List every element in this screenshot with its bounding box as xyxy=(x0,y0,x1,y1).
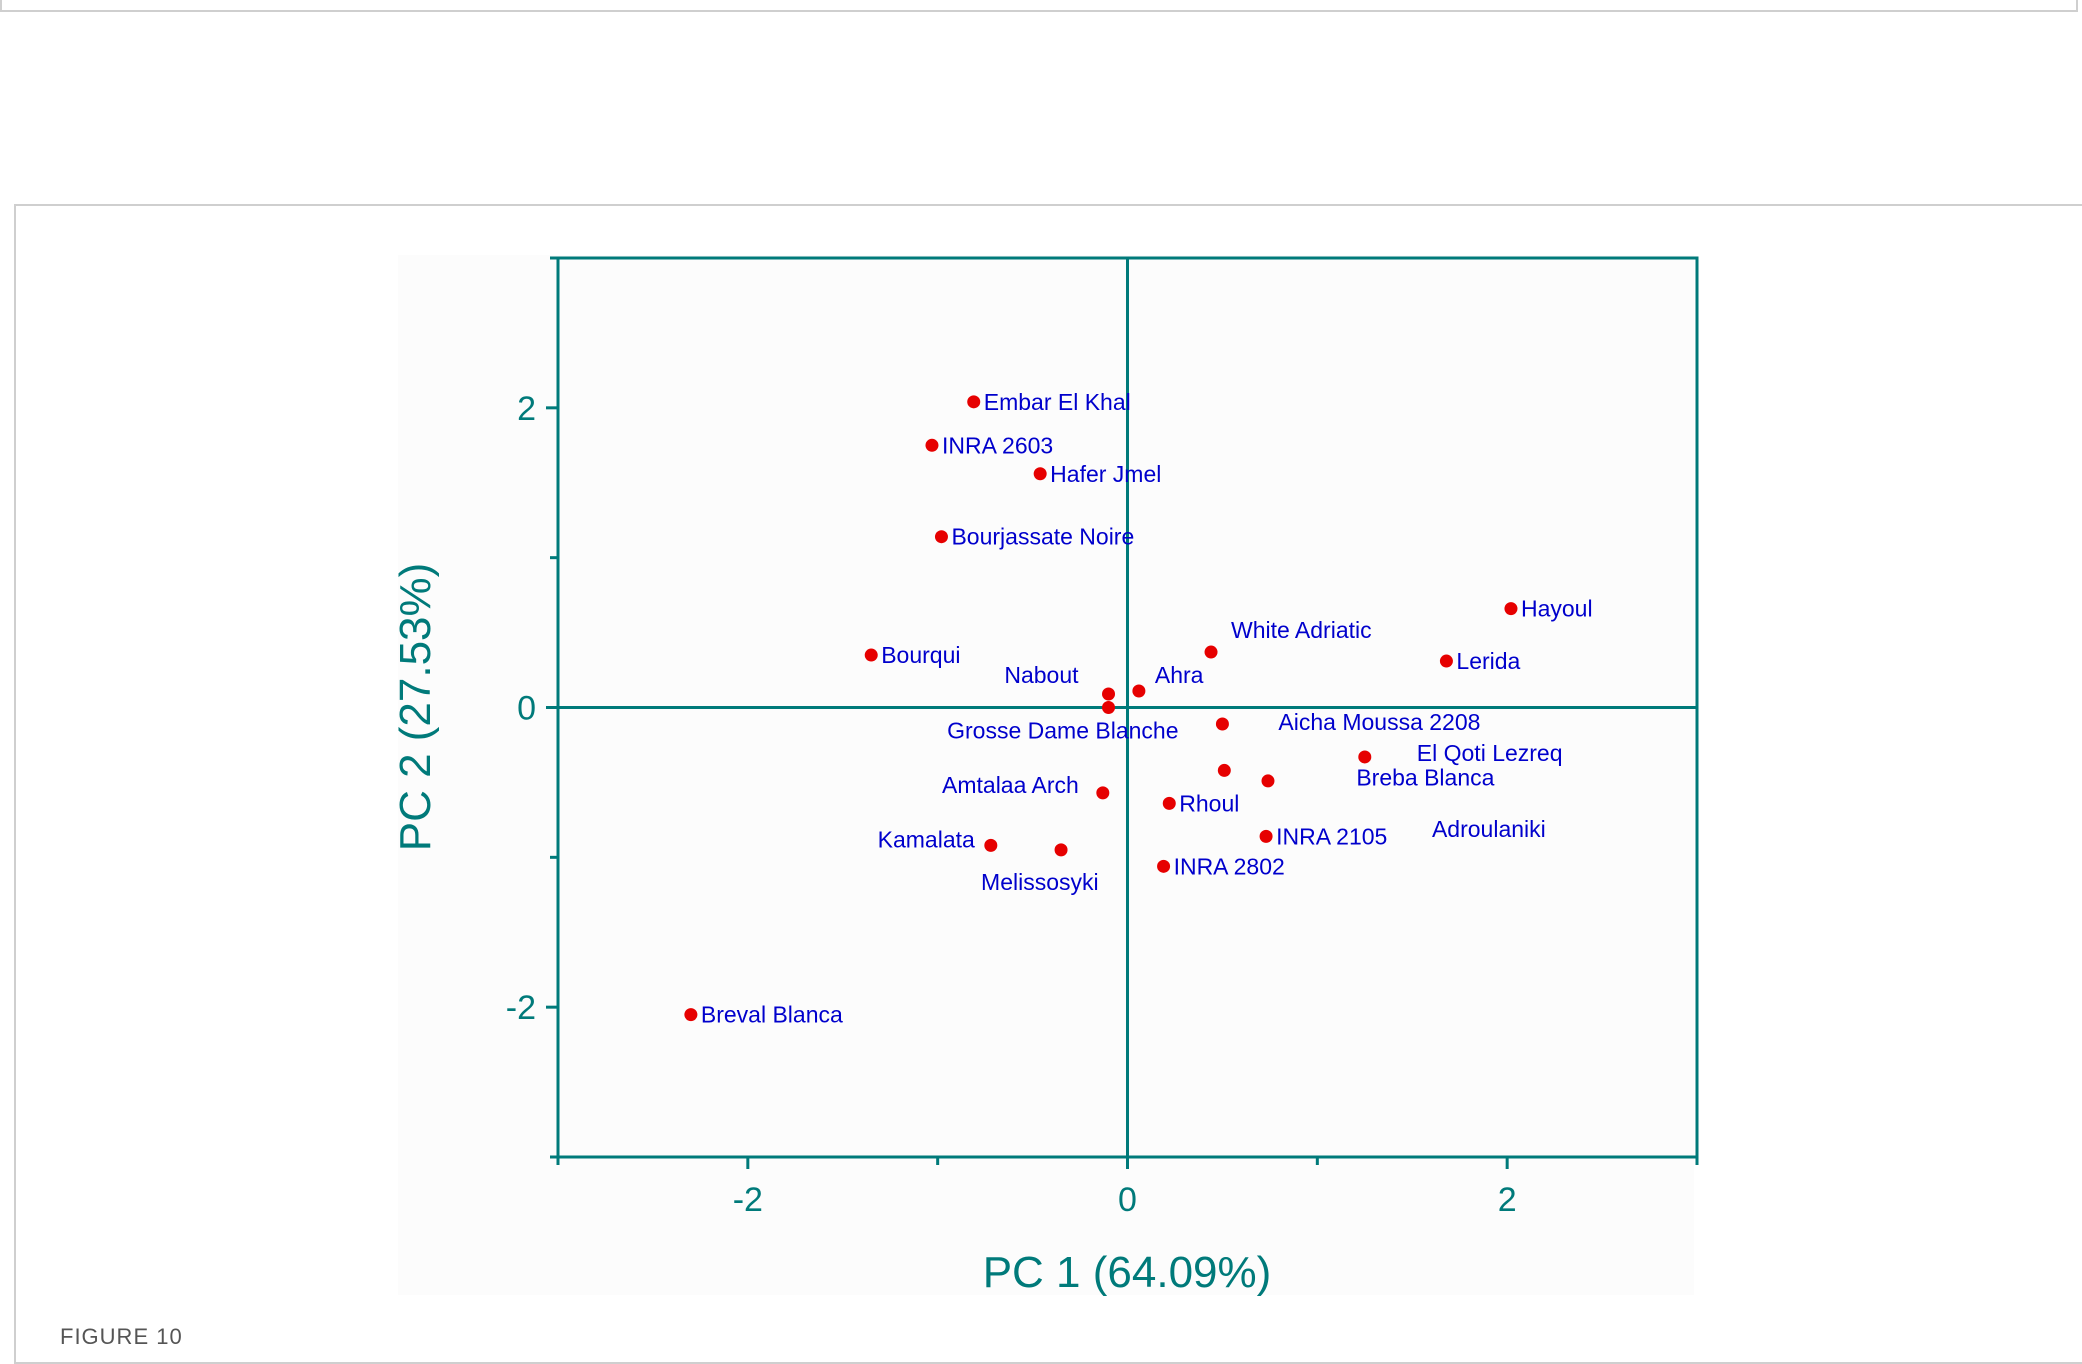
data-point xyxy=(1096,786,1110,800)
point-label: INRA 2105 xyxy=(1276,823,1387,849)
plot-background xyxy=(398,255,1694,1295)
data-point xyxy=(1033,467,1047,481)
x-tick-label: -2 xyxy=(733,1181,763,1219)
point-label: Melissosyki xyxy=(981,869,1099,895)
points-layer xyxy=(684,395,1518,1022)
data-point xyxy=(934,530,948,544)
data-point xyxy=(684,1008,698,1022)
point-label: Aicha Moussa 2208 xyxy=(1278,709,1480,735)
data-point xyxy=(1102,701,1116,714)
point-label: Embar El Khal xyxy=(984,389,1131,415)
figure-caption: FIGURE 10 xyxy=(60,1324,183,1349)
x-axis-title: PC 1 (64.09%) xyxy=(983,1248,1272,1297)
point-label: Amtalaa Arch xyxy=(942,772,1079,798)
ticks-layer: -2 0 2 -2 0 2 xyxy=(506,256,1699,1219)
point-label: Bourqui xyxy=(881,642,960,668)
point-label: Adroulaniki xyxy=(1432,816,1546,842)
data-point xyxy=(1217,763,1231,777)
point-label: Rhoul xyxy=(1179,790,1239,816)
data-point xyxy=(925,438,939,452)
point-label: Hafer Jmel xyxy=(1050,461,1161,487)
point-label: Kamalata xyxy=(878,826,975,852)
point-label: Breba Blanca xyxy=(1356,764,1494,790)
data-point xyxy=(1439,654,1453,668)
data-point xyxy=(1504,602,1518,616)
data-point xyxy=(984,838,998,852)
data-point xyxy=(864,648,878,662)
y-tick-label: 2 xyxy=(517,390,536,428)
point-label: Grosse Dame Blanche xyxy=(947,718,1178,744)
y-tick-label: 0 xyxy=(517,690,536,728)
data-point xyxy=(1132,684,1146,698)
data-point xyxy=(1215,717,1229,731)
x-tick-label: 0 xyxy=(1118,1181,1137,1219)
point-label: INRA 2603 xyxy=(942,432,1053,458)
y-tick-label: -2 xyxy=(506,989,536,1027)
point-label: Lerida xyxy=(1456,648,1520,674)
point-label: INRA 2802 xyxy=(1174,853,1285,879)
data-point xyxy=(1261,774,1275,788)
data-point xyxy=(1054,843,1068,857)
y-axis-title: PC 2 (27.53%) xyxy=(391,563,440,852)
point-label: El Qoti Lezreq xyxy=(1417,740,1563,766)
data-point xyxy=(1204,645,1218,659)
data-point xyxy=(1259,829,1273,843)
data-point xyxy=(1162,796,1176,810)
x-tick-label: 2 xyxy=(1498,1181,1517,1219)
data-point xyxy=(1157,859,1171,873)
point-label: Bourjassate Noire xyxy=(951,524,1134,550)
point-label: Nabout xyxy=(1004,662,1079,688)
point-label: White Adriatic xyxy=(1231,617,1372,643)
data-point xyxy=(1102,687,1116,701)
point-label: Breval Blanca xyxy=(701,1002,843,1028)
data-point xyxy=(1358,750,1372,764)
point-label: Hayoul xyxy=(1521,596,1593,622)
labels-layer: Embar El Khal INRA 2603 Hafer Jmel Bourjass… xyxy=(701,389,1593,1028)
previous-figure-frame xyxy=(0,0,2078,12)
point-label: Ahra xyxy=(1155,662,1204,688)
data-point xyxy=(967,395,981,409)
